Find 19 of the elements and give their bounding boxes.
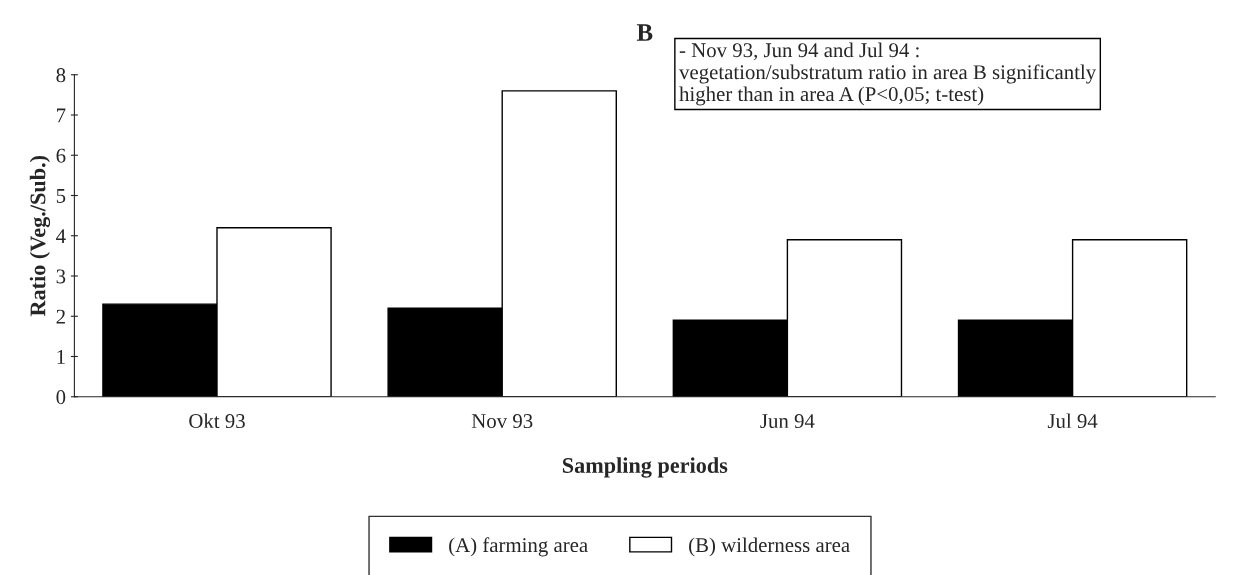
- x-tick-label: Jul 94: [1047, 413, 1098, 429]
- y-tick-label: 0: [56, 390, 66, 405]
- y-tick-label: 8: [56, 68, 66, 83]
- x-axis-title: Sampling periods: [562, 457, 728, 478]
- y-tick-label: 5: [56, 189, 66, 203]
- x-tick-label: Jun 94: [760, 414, 815, 429]
- y-axis-title: Ratio (Veg./Sub.): [29, 155, 51, 317]
- annotation: - Nov 93, Jun 94 and Jul 94 : vegetation/substratum ratio in area B significantly higher than in area A (P<0,05; t-test): [679, 42, 1097, 106]
- y-tick-label: 7: [57, 108, 66, 123]
- y-tick-label: 2: [56, 309, 65, 324]
- x-tick-label: Nov 93: [471, 414, 533, 429]
- legend-label: (A) farming area: [449, 537, 588, 557]
- y-tick-label: 6: [56, 148, 66, 163]
- x-tick-label: Okt 93: [189, 413, 245, 429]
- y-tick-label: 1: [57, 349, 65, 364]
- y-tick-label: 3: [56, 269, 66, 284]
- legend-label: (B) wilderness area: [689, 537, 850, 557]
- chart-title: B: [636, 24, 653, 41]
- y-tick-label: 4: [56, 229, 66, 243]
